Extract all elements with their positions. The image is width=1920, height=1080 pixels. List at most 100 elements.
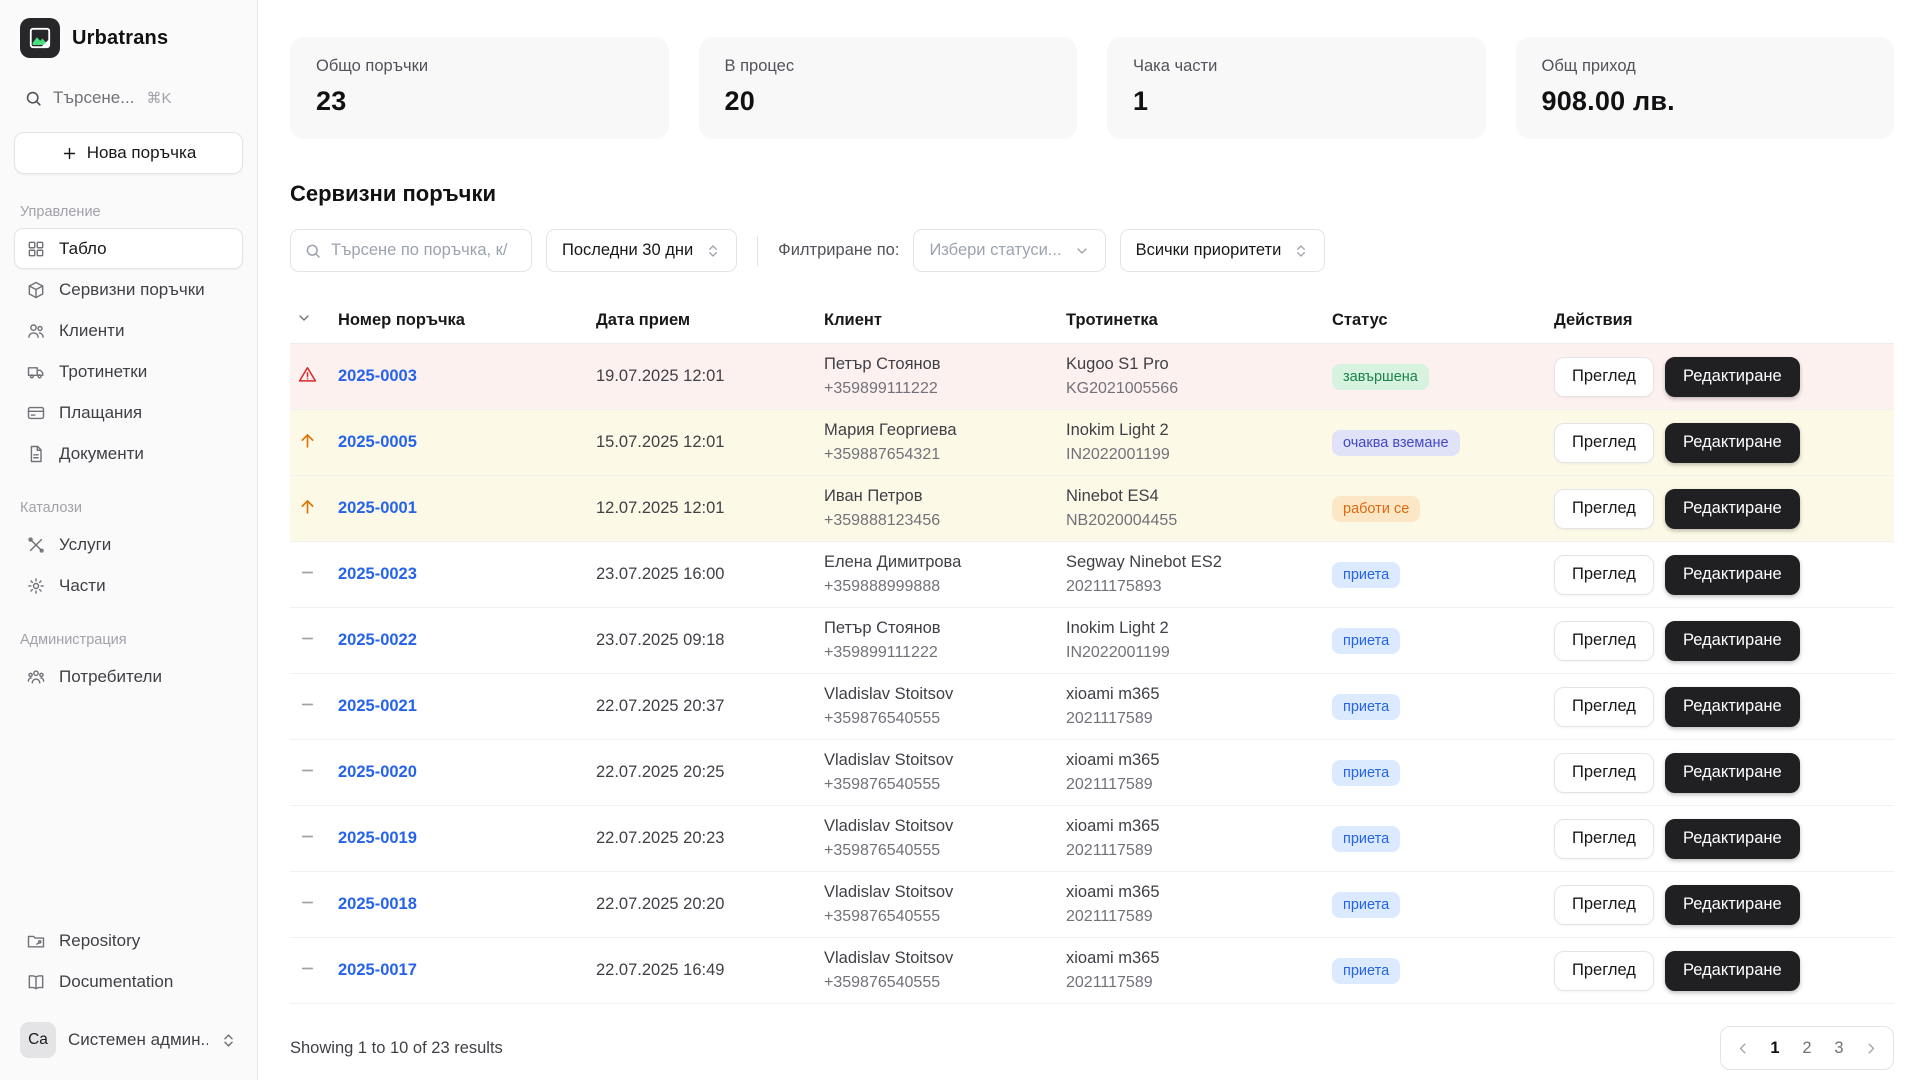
column-header-number[interactable]: Номер поръчка <box>338 311 596 330</box>
view-button[interactable]: Преглед <box>1554 357 1654 397</box>
scooter-serial: 2021117589 <box>1066 839 1332 862</box>
client-cell: Vladislav Stoitsov+359876540555 <box>824 947 1066 994</box>
client-name: Vladislav Stoitsov <box>824 881 1066 905</box>
pagination-prev[interactable] <box>1729 1041 1757 1056</box>
priority-filter-select[interactable]: Всички приоритети <box>1120 229 1326 272</box>
column-header-status[interactable]: Статус <box>1332 311 1554 330</box>
sidebar-search[interactable]: Търсене... ⌘K <box>14 74 243 110</box>
order-number-cell: 2025-0019 <box>338 829 596 848</box>
view-button[interactable]: Преглед <box>1554 423 1654 463</box>
table-row: 2025-001922.07.2025 20:23Vladislav Stoit… <box>290 806 1894 872</box>
table-row: 2025-002323.07.2025 16:00Елена Димитрова… <box>290 542 1894 608</box>
user-menu[interactable]: Ca Системен админ... <box>14 1018 243 1062</box>
order-number-link[interactable]: 2025-0003 <box>338 367 417 385</box>
column-header-client[interactable]: Клиент <box>824 311 1066 330</box>
client-cell: Мария Георгиева+359887654321 <box>824 419 1066 466</box>
scooter-serial: 2021117589 <box>1066 971 1332 994</box>
table-row: 2025-002022.07.2025 20:25Vladislav Stoit… <box>290 740 1894 806</box>
sidebar-item-users[interactable]: Клиенти <box>14 310 243 351</box>
new-order-button[interactable]: Нова поръчка <box>14 132 243 174</box>
client-phone: +359876540555 <box>824 707 1066 730</box>
order-date: 19.07.2025 12:01 <box>596 367 824 386</box>
column-header-date[interactable]: Дата прием <box>596 311 824 330</box>
edit-button[interactable]: Редактиране <box>1665 489 1800 529</box>
order-date: 22.07.2025 20:20 <box>596 895 824 914</box>
minus-icon <box>298 761 317 780</box>
minus-icon <box>298 629 317 648</box>
sidebar-item-repository[interactable]: Repository <box>14 920 243 961</box>
sidebar-item-tools[interactable]: Услуги <box>14 524 243 565</box>
column-header-scooter[interactable]: Тротинетка <box>1066 311 1332 330</box>
period-select-value: Последни 30 дни <box>562 241 693 260</box>
client-name: Vladislav Stoitsov <box>824 683 1066 707</box>
orders-search-input[interactable] <box>331 241 518 260</box>
actions-cell: Преглед Редактиране <box>1554 885 1894 925</box>
view-button[interactable]: Преглед <box>1554 687 1654 727</box>
pagination-page-3[interactable]: 3 <box>1825 1031 1853 1065</box>
stat-label: В процес <box>725 57 1052 76</box>
edit-button[interactable]: Редактиране <box>1665 819 1800 859</box>
edit-button[interactable]: Редактиране <box>1665 555 1800 595</box>
edit-button[interactable]: Редактиране <box>1665 357 1800 397</box>
sidebar-item-documentation[interactable]: Documentation <box>14 961 243 1002</box>
view-button[interactable]: Преглед <box>1554 621 1654 661</box>
main-content: Общо поръчки23В процес20Чака части1Общ п… <box>258 0 1920 1080</box>
status-filter-select[interactable]: Избери статуси... <box>913 229 1105 272</box>
pagination-page-1[interactable]: 1 <box>1761 1031 1789 1065</box>
order-number-link[interactable]: 2025-0022 <box>338 631 417 649</box>
stat-label: Общ приход <box>1542 57 1869 76</box>
order-number-link[interactable]: 2025-0005 <box>338 433 417 451</box>
pagination-page-2[interactable]: 2 <box>1793 1031 1821 1065</box>
sort-toggle[interactable] <box>290 310 338 331</box>
view-button[interactable]: Преглед <box>1554 885 1654 925</box>
view-button[interactable]: Преглед <box>1554 951 1654 991</box>
pagination-next[interactable] <box>1857 1041 1885 1056</box>
results-summary: Showing 1 to 10 of 23 results <box>290 1039 503 1058</box>
order-date: 23.07.2025 09:18 <box>596 631 824 650</box>
sidebar-item-grid[interactable]: Табло <box>14 228 243 269</box>
order-number-link[interactable]: 2025-0001 <box>338 499 417 517</box>
priority-cell <box>290 695 338 719</box>
sidebar-item-package[interactable]: Сервизни поръчки <box>14 269 243 310</box>
scooter-model: Kugoo S1 Pro <box>1066 353 1332 377</box>
edit-button[interactable]: Редактиране <box>1665 687 1800 727</box>
sidebar-item-payment[interactable]: Плащания <box>14 392 243 433</box>
period-select[interactable]: Последни 30 дни <box>546 229 737 272</box>
view-button[interactable]: Преглед <box>1554 489 1654 529</box>
order-number-link[interactable]: 2025-0019 <box>338 829 417 847</box>
sidebar-item-user-group[interactable]: Потребители <box>14 656 243 697</box>
table-row: 2025-001722.07.2025 16:49Vladislav Stoit… <box>290 938 1894 1004</box>
chevron-down-icon <box>1074 243 1090 259</box>
scooter-serial: NB2020004455 <box>1066 509 1332 532</box>
client-phone: +359887654321 <box>824 443 1066 466</box>
status-badge: завършена <box>1332 364 1429 390</box>
actions-cell: Преглед Редактиране <box>1554 423 1894 463</box>
edit-button[interactable]: Редактиране <box>1665 885 1800 925</box>
chevron-up-down-icon <box>1293 243 1309 259</box>
edit-button[interactable]: Редактиране <box>1665 621 1800 661</box>
sidebar-item-gear[interactable]: Части <box>14 565 243 606</box>
order-number-link[interactable]: 2025-0021 <box>338 697 417 715</box>
client-cell: Vladislav Stoitsov+359876540555 <box>824 683 1066 730</box>
edit-button[interactable]: Редактиране <box>1665 423 1800 463</box>
edit-button[interactable]: Редактиране <box>1665 951 1800 991</box>
order-number-link[interactable]: 2025-0017 <box>338 961 417 979</box>
sidebar-footer-links: RepositoryDocumentation <box>14 920 243 1002</box>
sidebar-nav: УправлениеТаблоСервизни поръчкиКлиентиТр… <box>14 174 243 697</box>
view-button[interactable]: Преглед <box>1554 753 1654 793</box>
app-title: Urbatrans <box>72 27 168 50</box>
order-number-link[interactable]: 2025-0018 <box>338 895 417 913</box>
status-badge: работи се <box>1332 496 1420 522</box>
sidebar-item-truck[interactable]: Тротинетки <box>14 351 243 392</box>
search-icon <box>304 242 322 260</box>
sidebar-item-document[interactable]: Документи <box>14 433 243 474</box>
order-number-link[interactable]: 2025-0020 <box>338 763 417 781</box>
order-number-link[interactable]: 2025-0023 <box>338 565 417 583</box>
client-name: Vladislav Stoitsov <box>824 947 1066 971</box>
edit-button[interactable]: Редактиране <box>1665 753 1800 793</box>
priority-cell <box>290 761 338 785</box>
view-button[interactable]: Преглед <box>1554 555 1654 595</box>
scooter-cell: xioami m3652021117589 <box>1066 749 1332 796</box>
actions-cell: Преглед Редактиране <box>1554 621 1894 661</box>
view-button[interactable]: Преглед <box>1554 819 1654 859</box>
